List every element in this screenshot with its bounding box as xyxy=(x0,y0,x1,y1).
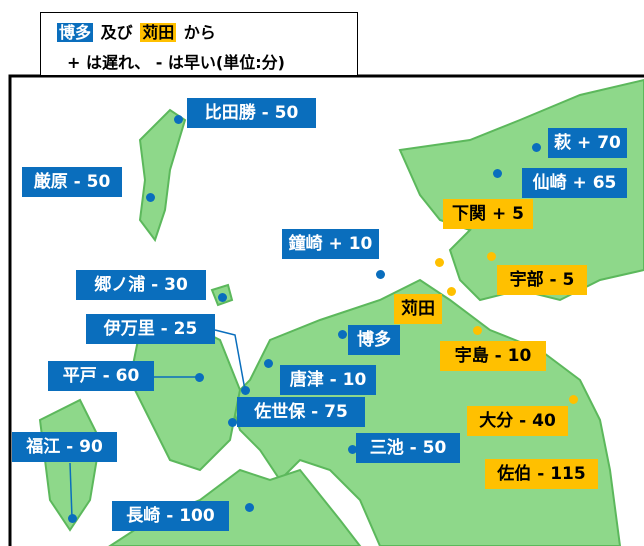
place-label: 比田勝 - 50 xyxy=(187,98,316,128)
place-label: 佐世保 - 75 xyxy=(237,397,365,427)
place-dot xyxy=(195,373,204,382)
legend-text: 及び xyxy=(99,23,135,42)
place-label: 長崎 - 100 xyxy=(112,501,229,531)
place-label: 鐘崎 + 10 xyxy=(282,229,379,259)
place-dot xyxy=(473,326,482,335)
place-dot xyxy=(487,252,496,261)
place-dot xyxy=(68,514,77,523)
place-dot xyxy=(376,270,385,279)
legend: 博多 及び 苅田 から + は遅れ、 - は早い(単位:分) xyxy=(40,12,358,76)
origin-a: 博多 xyxy=(57,23,93,42)
legend-text: から xyxy=(182,23,218,42)
place-dot xyxy=(569,395,578,404)
place-label: 郷ノ浦 - 30 xyxy=(76,270,206,300)
place-dot xyxy=(532,143,541,152)
place-dot xyxy=(241,386,250,395)
place-dot xyxy=(228,418,237,427)
place-label: 伊万里 - 25 xyxy=(86,314,215,344)
place-dot xyxy=(174,115,183,124)
place-dot xyxy=(435,258,444,267)
place-label: 三池 - 50 xyxy=(356,433,460,463)
legend-note: + は遅れ、 - は早い(単位:分) xyxy=(67,49,285,73)
place-label: 厳原 - 50 xyxy=(22,167,122,197)
place-label: 平戸 - 60 xyxy=(48,361,154,391)
place-label: 博多 xyxy=(348,325,400,355)
place-dot xyxy=(338,330,347,339)
place-dot xyxy=(493,169,502,178)
place-label: 福江 - 90 xyxy=(12,432,117,462)
place-dot xyxy=(218,293,227,302)
map: 博多 及び 苅田 から + は遅れ、 - は早い(単位:分) 比田勝 - 50 … xyxy=(0,0,644,546)
place-dot xyxy=(264,359,273,368)
place-dot xyxy=(146,193,155,202)
place-dot xyxy=(348,445,357,454)
place-label: 佐伯 - 115 xyxy=(485,459,598,489)
place-label: 宇島 - 10 xyxy=(440,341,546,371)
place-dot xyxy=(447,287,456,296)
place-label: 仙崎 + 65 xyxy=(522,168,627,198)
origin-b: 苅田 xyxy=(140,23,176,42)
place-label: 下関 + 5 xyxy=(443,199,533,229)
place-label: 唐津 - 10 xyxy=(280,365,376,395)
place-dot xyxy=(245,503,254,512)
place-dot xyxy=(589,479,598,488)
place-label: 宇部 - 5 xyxy=(497,265,587,295)
place-label: 萩 + 70 xyxy=(548,128,627,158)
place-label: 大分 - 40 xyxy=(467,406,568,436)
place-label: 苅田 xyxy=(394,294,442,324)
